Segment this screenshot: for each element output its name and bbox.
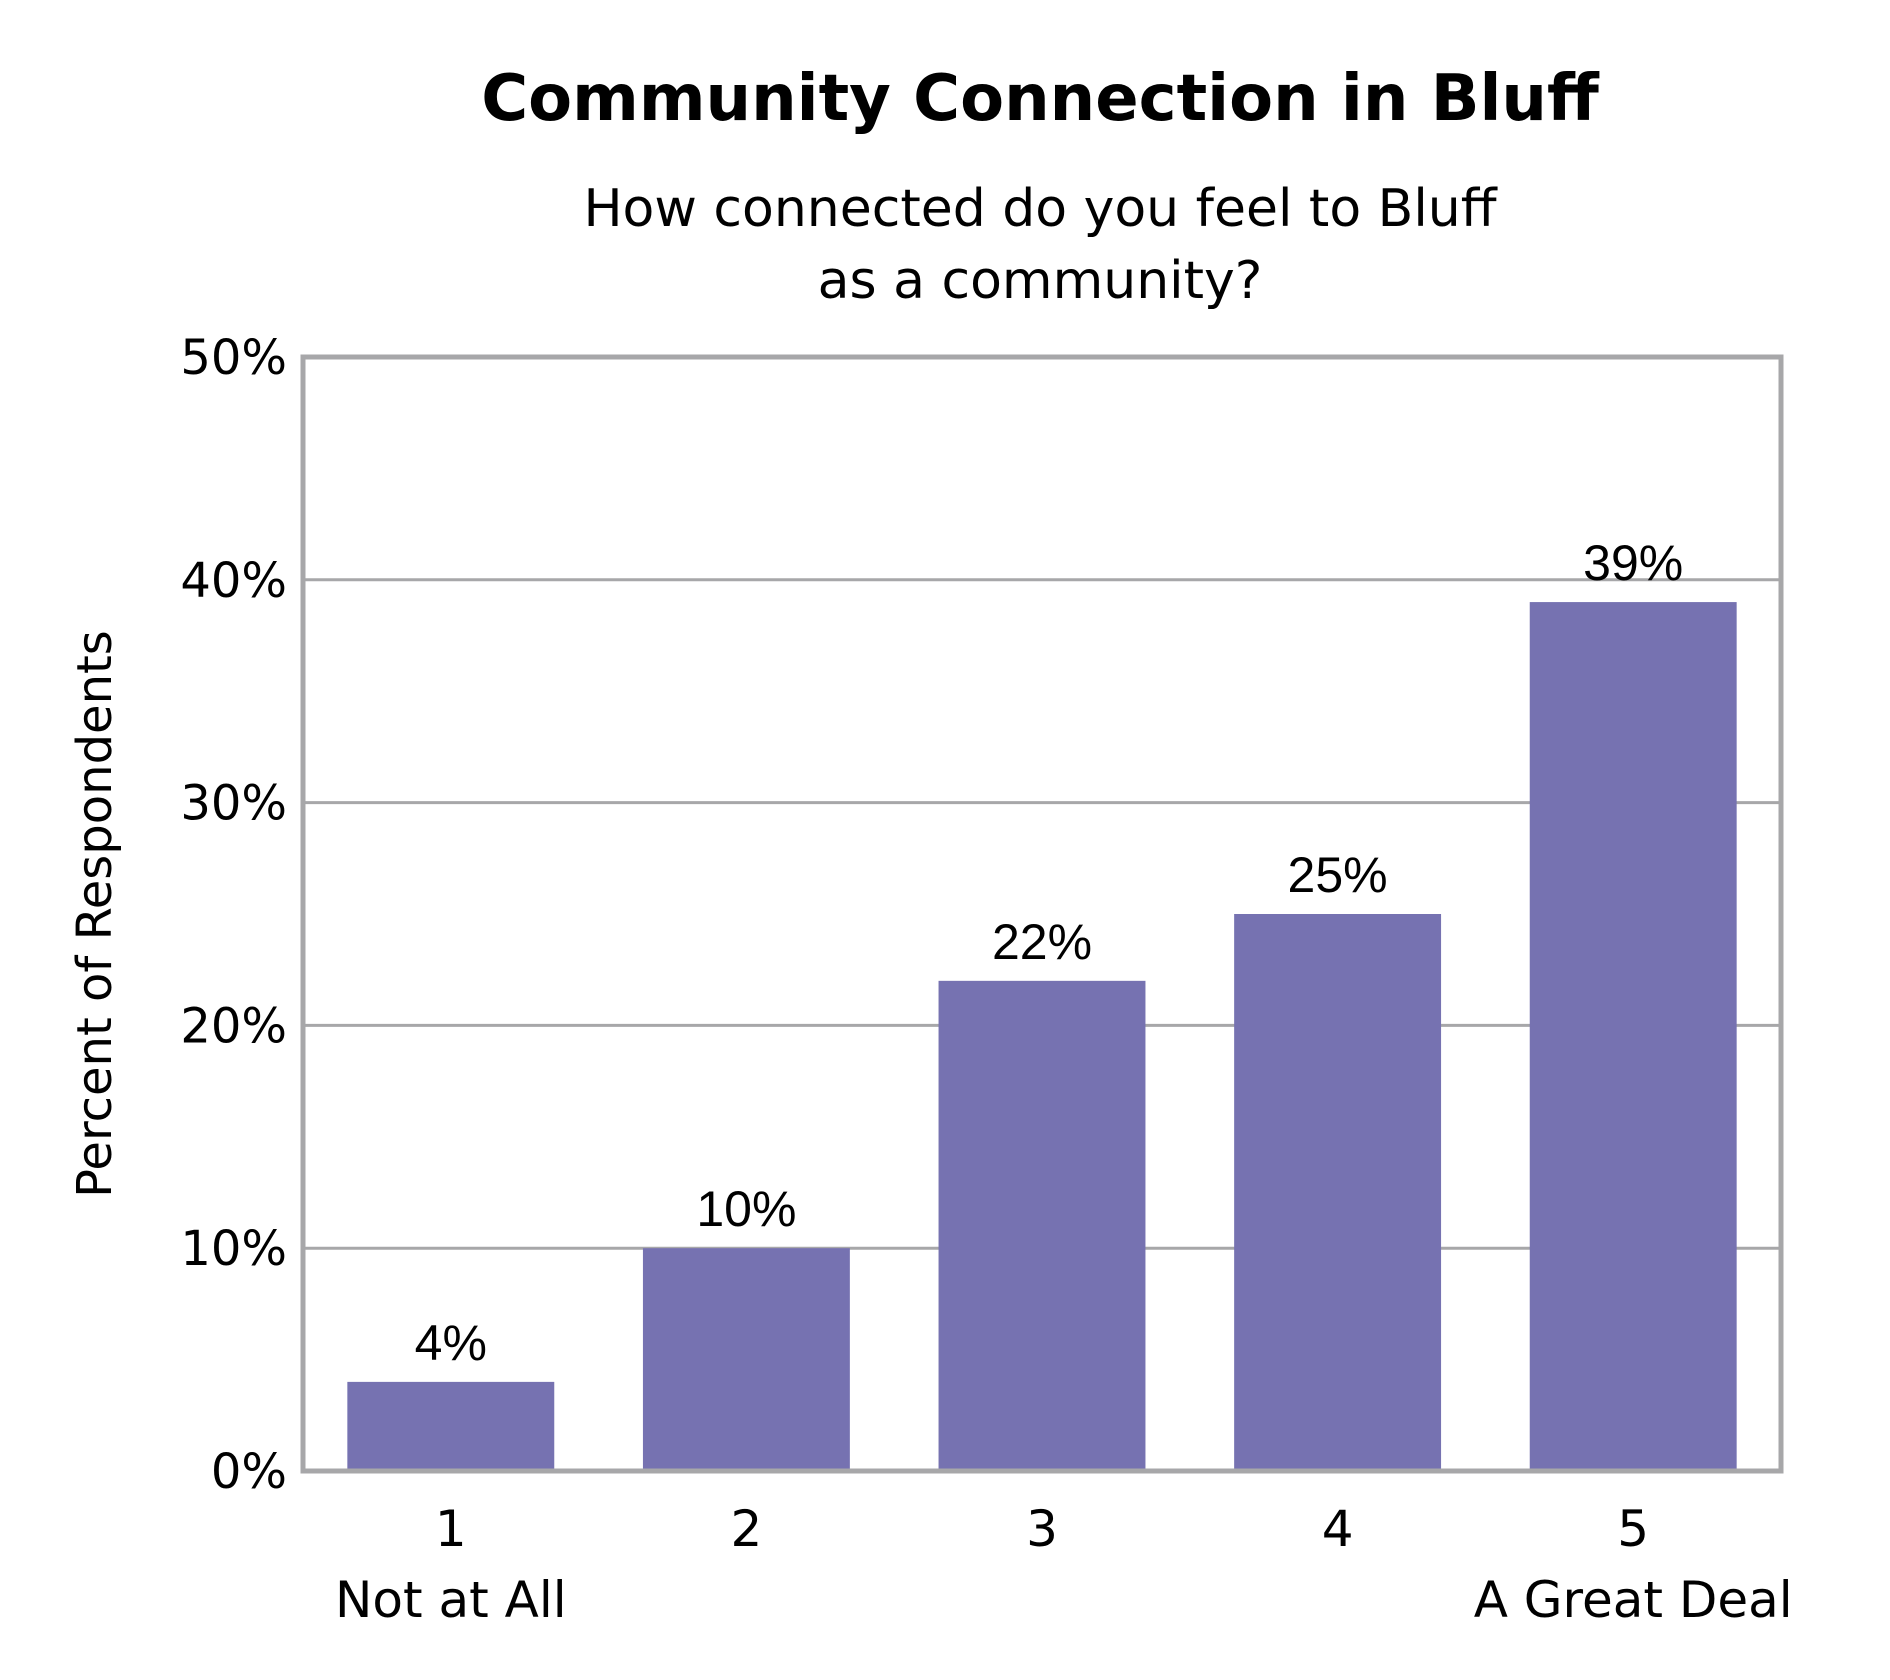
y-tick-label: 50% <box>180 330 287 386</box>
y-tick-label: 10% <box>180 1221 287 1277</box>
bar-2 <box>642 1248 850 1471</box>
y-tick-label: 30% <box>180 776 287 832</box>
data-label: 39% <box>1583 535 1683 591</box>
x-tick-label: 4 <box>1322 1500 1354 1558</box>
chart-title: Community Connection in Bluff <box>481 62 1600 136</box>
data-label: 4% <box>415 1315 487 1371</box>
x-tick-label: 5 <box>1617 1500 1649 1558</box>
plot-frame <box>300 354 1784 1474</box>
y-tick-label: 20% <box>180 998 287 1054</box>
y-axis-ticks: 0% 10% 20% 30% 40% 50% <box>180 330 287 1500</box>
x-tick-sublabel: Not at All <box>335 1571 567 1629</box>
data-label: 10% <box>696 1181 796 1237</box>
data-labels: 4% 10% 22% 25% 39% <box>415 535 1684 1371</box>
y-tick-label: 0% <box>211 1444 287 1500</box>
x-tick-sublabel: A Great Deal <box>1474 1571 1793 1629</box>
bar-1 <box>347 1381 555 1471</box>
bar-4 <box>1234 914 1442 1471</box>
x-tick-label: 1 <box>435 1500 467 1558</box>
bars <box>347 602 1737 1471</box>
chart-subtitle-line-1: How connected do you feel to Bluff <box>583 179 1497 239</box>
x-axis-ticks: 1 Not at All 2 3 4 5 A Great Deal <box>335 1500 1793 1629</box>
chart-subtitle-line-2: as a community? <box>818 251 1263 311</box>
x-tick-label: 3 <box>1026 1500 1058 1558</box>
y-tick-label: 40% <box>180 553 287 609</box>
bar-5 <box>1529 602 1737 1471</box>
data-label: 25% <box>1288 847 1388 903</box>
data-label: 22% <box>992 914 1092 970</box>
bar-3 <box>938 980 1146 1471</box>
y-axis-title: Percent of Respondents <box>67 630 123 1198</box>
x-tick-label: 2 <box>730 1500 762 1558</box>
